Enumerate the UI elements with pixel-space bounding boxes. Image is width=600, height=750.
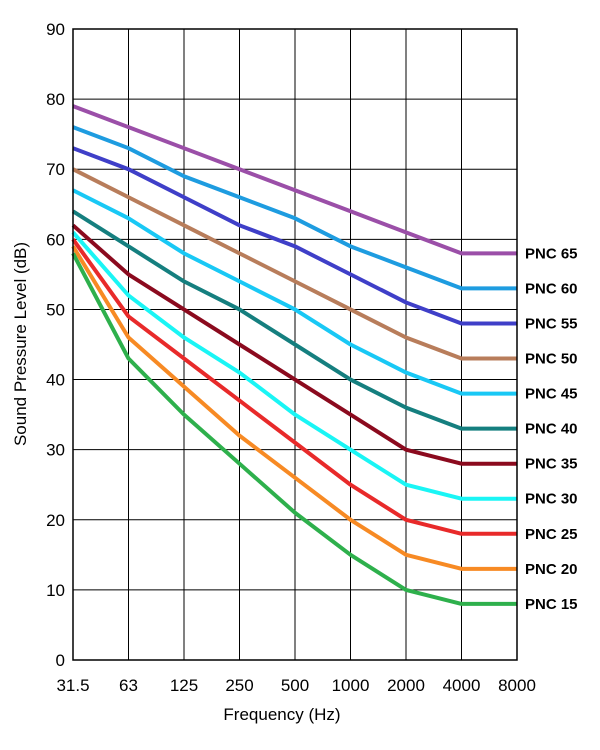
y-tick-labels: 0 10 20 30 40 50 60 70 80 90 [46,20,65,670]
series-line-pnc-55 [72,146,517,326]
series-lines [71,104,517,606]
series-line-pnc-50 [72,167,517,361]
series-label-pnc-40: PNC 40 [525,421,578,438]
series-label-pnc-20: PNC 20 [525,561,578,578]
x-tick-label: 8000 [498,676,536,695]
y-tick-label: 40 [46,371,65,390]
series-label-pnc-65: PNC 65 [525,245,578,262]
y-tick-label: 80 [46,90,65,109]
series-label-pnc-35: PNC 35 [525,456,578,473]
y-tick-label: 0 [56,651,65,670]
series-label-pnc-15: PNC 15 [525,596,578,613]
series-line-pnc-45 [72,188,517,396]
series-line-pnc-35 [71,223,517,466]
series-line-pnc-25 [71,238,517,536]
series-label-pnc-25: PNC 25 [525,526,578,543]
x-tick-label: 1000 [332,676,370,695]
series-line-pnc-40 [71,209,517,431]
series-line-pnc-15 [71,252,517,606]
series-line-pnc-20 [71,245,517,571]
y-tick-label: 50 [46,300,65,319]
y-tick-label: 10 [46,581,65,600]
x-tick-label: 125 [170,676,198,695]
series-line-pnc-30 [71,231,517,501]
y-tick-label: 70 [46,160,65,179]
x-tick-label: 4000 [443,676,481,695]
y-tick-label: 20 [46,511,65,530]
series-label-pnc-30: PNC 30 [525,491,578,508]
series-label-pnc-45: PNC 45 [525,386,578,403]
series-label-pnc-60: PNC 60 [525,280,578,297]
y-tick-label: 30 [46,441,65,460]
x-tick-label: 2000 [387,676,425,695]
series-label-pnc-50: PNC 50 [525,351,578,368]
x-tick-label: 31.5 [56,676,89,695]
y-tick-label: 60 [46,230,65,249]
x-axis-label: Frequency (Hz) [223,705,340,724]
series-line-pnc-60 [72,125,517,291]
y-axis-label: Sound Pressure Level (dB) [11,242,30,446]
series-labels: PNC 65 PNC 60 PNC 55 PNC 50 PNC 45 PNC 40 PNC … [525,245,578,613]
plot-border [72,28,518,661]
series-label-pnc-55: PNC 55 [525,315,578,332]
x-tick-label: 63 [119,676,138,695]
x-tick-labels: 31.5 63 125 250 500 1000 2000 4000 8000 [56,676,535,695]
y-tick-label: 90 [46,20,65,39]
x-tick-label: 500 [281,676,309,695]
x-tick-label: 250 [225,676,253,695]
series-line-pnc-65 [72,104,517,256]
